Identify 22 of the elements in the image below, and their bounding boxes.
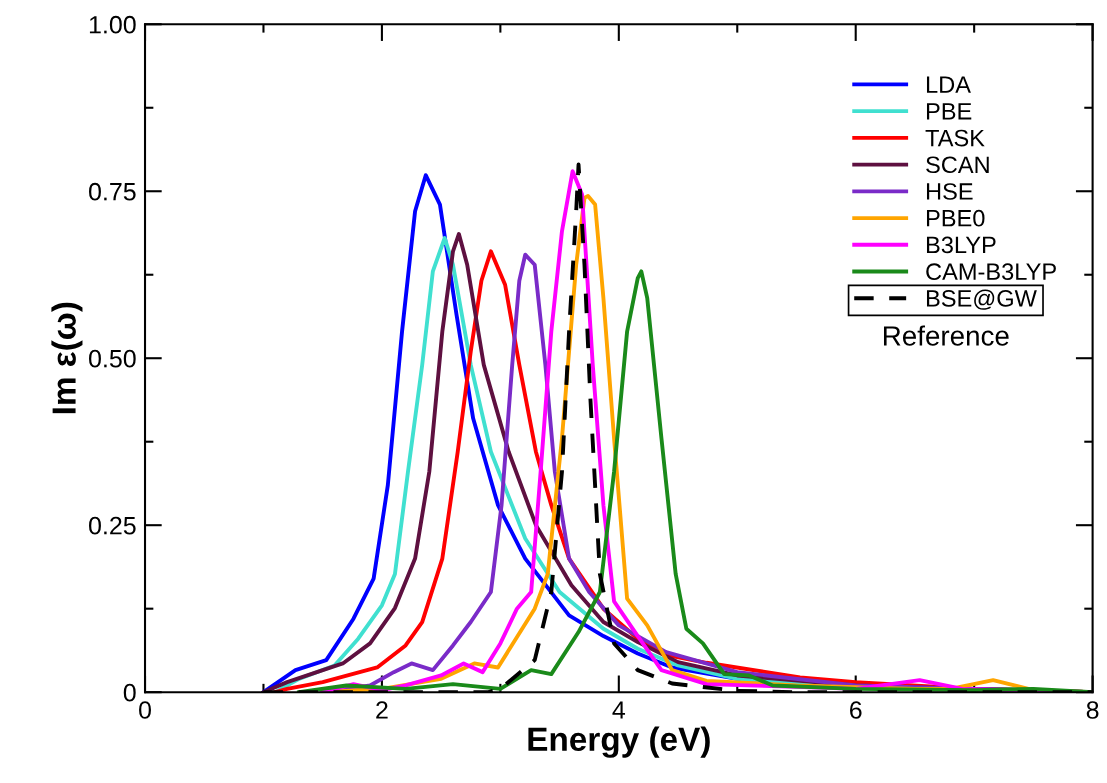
y-tick-label: 0.50: [89, 349, 136, 368]
y-axis-title: Im ε(ω): [51, 302, 83, 414]
y-tick-label: 0.25: [89, 516, 136, 535]
legend-label: BSE@GW: [926, 289, 1037, 310]
legend-label: PBE: [926, 103, 972, 120]
x-tick-label: 2: [376, 701, 388, 719]
legend-label: LDA: [926, 76, 971, 93]
y-tick-label: 0.75: [89, 182, 136, 201]
legend-label: SCAN: [926, 156, 989, 174]
x-tick-label: 8: [1086, 701, 1099, 719]
y-tick-label: 1.00: [89, 15, 136, 34]
x-tick-label: 4: [612, 701, 626, 719]
legend-label: TASK: [925, 129, 985, 147]
x-tick-label: 6: [850, 701, 862, 719]
legend-label: CAM-B3LYP: [926, 263, 1056, 281]
legend-label: B3LYP: [926, 236, 996, 254]
legend-label: HSE: [926, 183, 973, 200]
x-tick-label: 0: [139, 701, 151, 719]
x-axis-title: Energy (eV): [528, 726, 710, 758]
annotation: Reference: [883, 325, 1009, 346]
y-tick-label: 0: [123, 683, 136, 702]
legend-label: PBE0: [926, 209, 985, 227]
